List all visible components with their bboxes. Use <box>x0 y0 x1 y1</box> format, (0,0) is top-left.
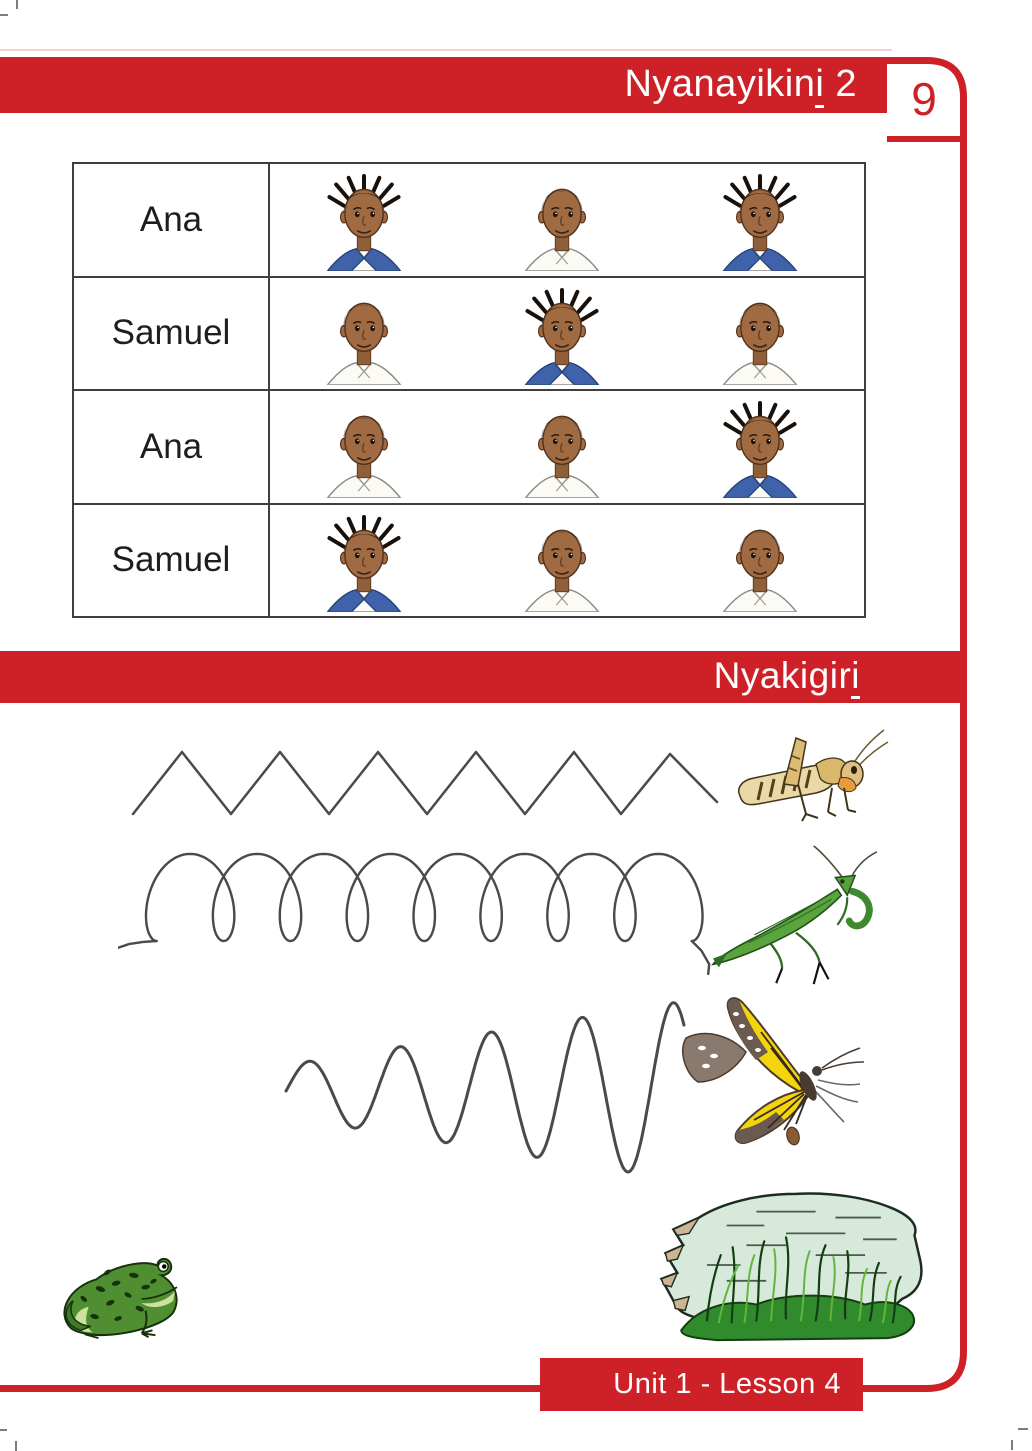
face-samuel <box>318 397 410 499</box>
grasshopper-illustration <box>738 729 889 822</box>
matching-table: Ana Samuel Ana Samuel <box>72 162 866 618</box>
table-row: Ana <box>74 164 864 278</box>
table-row: Samuel <box>74 504 864 617</box>
face-ana <box>516 284 608 386</box>
face-samuel <box>516 511 608 613</box>
frog-illustration <box>63 1257 178 1339</box>
activity1-title: Nyanayikini 2 <box>624 63 857 108</box>
underlined-letter: i <box>851 657 860 699</box>
footer-lesson-label: Unit 1 - Lesson 4 <box>540 1358 863 1411</box>
page-number-box: 9 <box>887 62 961 136</box>
face-samuel <box>516 170 608 272</box>
crop-mark <box>0 14 8 16</box>
crop-mark <box>15 1441 17 1451</box>
butterfly-illustration <box>682 997 865 1146</box>
page-number: 9 <box>911 73 937 125</box>
table-row: Samuel <box>74 277 864 391</box>
crop-mark <box>1018 1428 1028 1430</box>
table-row: Ana <box>74 391 864 505</box>
crop-mark <box>1011 1440 1013 1450</box>
section-band: Nyakigiri <box>0 651 960 703</box>
praying-mantis-illustration <box>711 845 878 985</box>
loops-tracing-line <box>118 852 711 976</box>
page-number-box-underline <box>887 136 961 142</box>
crop-mark <box>0 1429 7 1431</box>
activity2-title: Nyakigiri <box>714 655 860 699</box>
name-cell: Samuel <box>74 277 270 389</box>
page-top-edge <box>0 49 892 51</box>
header-band: Nyanayikini 2 <box>0 57 887 113</box>
name-cell: Samuel <box>74 504 270 616</box>
zigzag-tracing-line <box>131 750 719 816</box>
rock-with-grass-illustration <box>659 1192 923 1342</box>
crop-mark <box>16 0 18 9</box>
name-cell: Ana <box>74 391 270 503</box>
faces-cell <box>270 164 864 276</box>
face-ana <box>318 511 410 613</box>
faces-cell <box>270 505 864 617</box>
wave-tracing-line <box>284 1001 686 1174</box>
face-ana <box>318 170 410 272</box>
underlined-letter: i <box>815 65 825 108</box>
faces-cell <box>270 278 864 390</box>
face-ana <box>714 170 806 272</box>
face-samuel <box>714 284 806 386</box>
name-cell: Ana <box>74 164 270 276</box>
face-samuel <box>318 284 410 386</box>
face-samuel <box>516 397 608 499</box>
face-ana <box>714 397 806 499</box>
faces-cell <box>270 391 864 503</box>
face-samuel <box>714 511 806 613</box>
